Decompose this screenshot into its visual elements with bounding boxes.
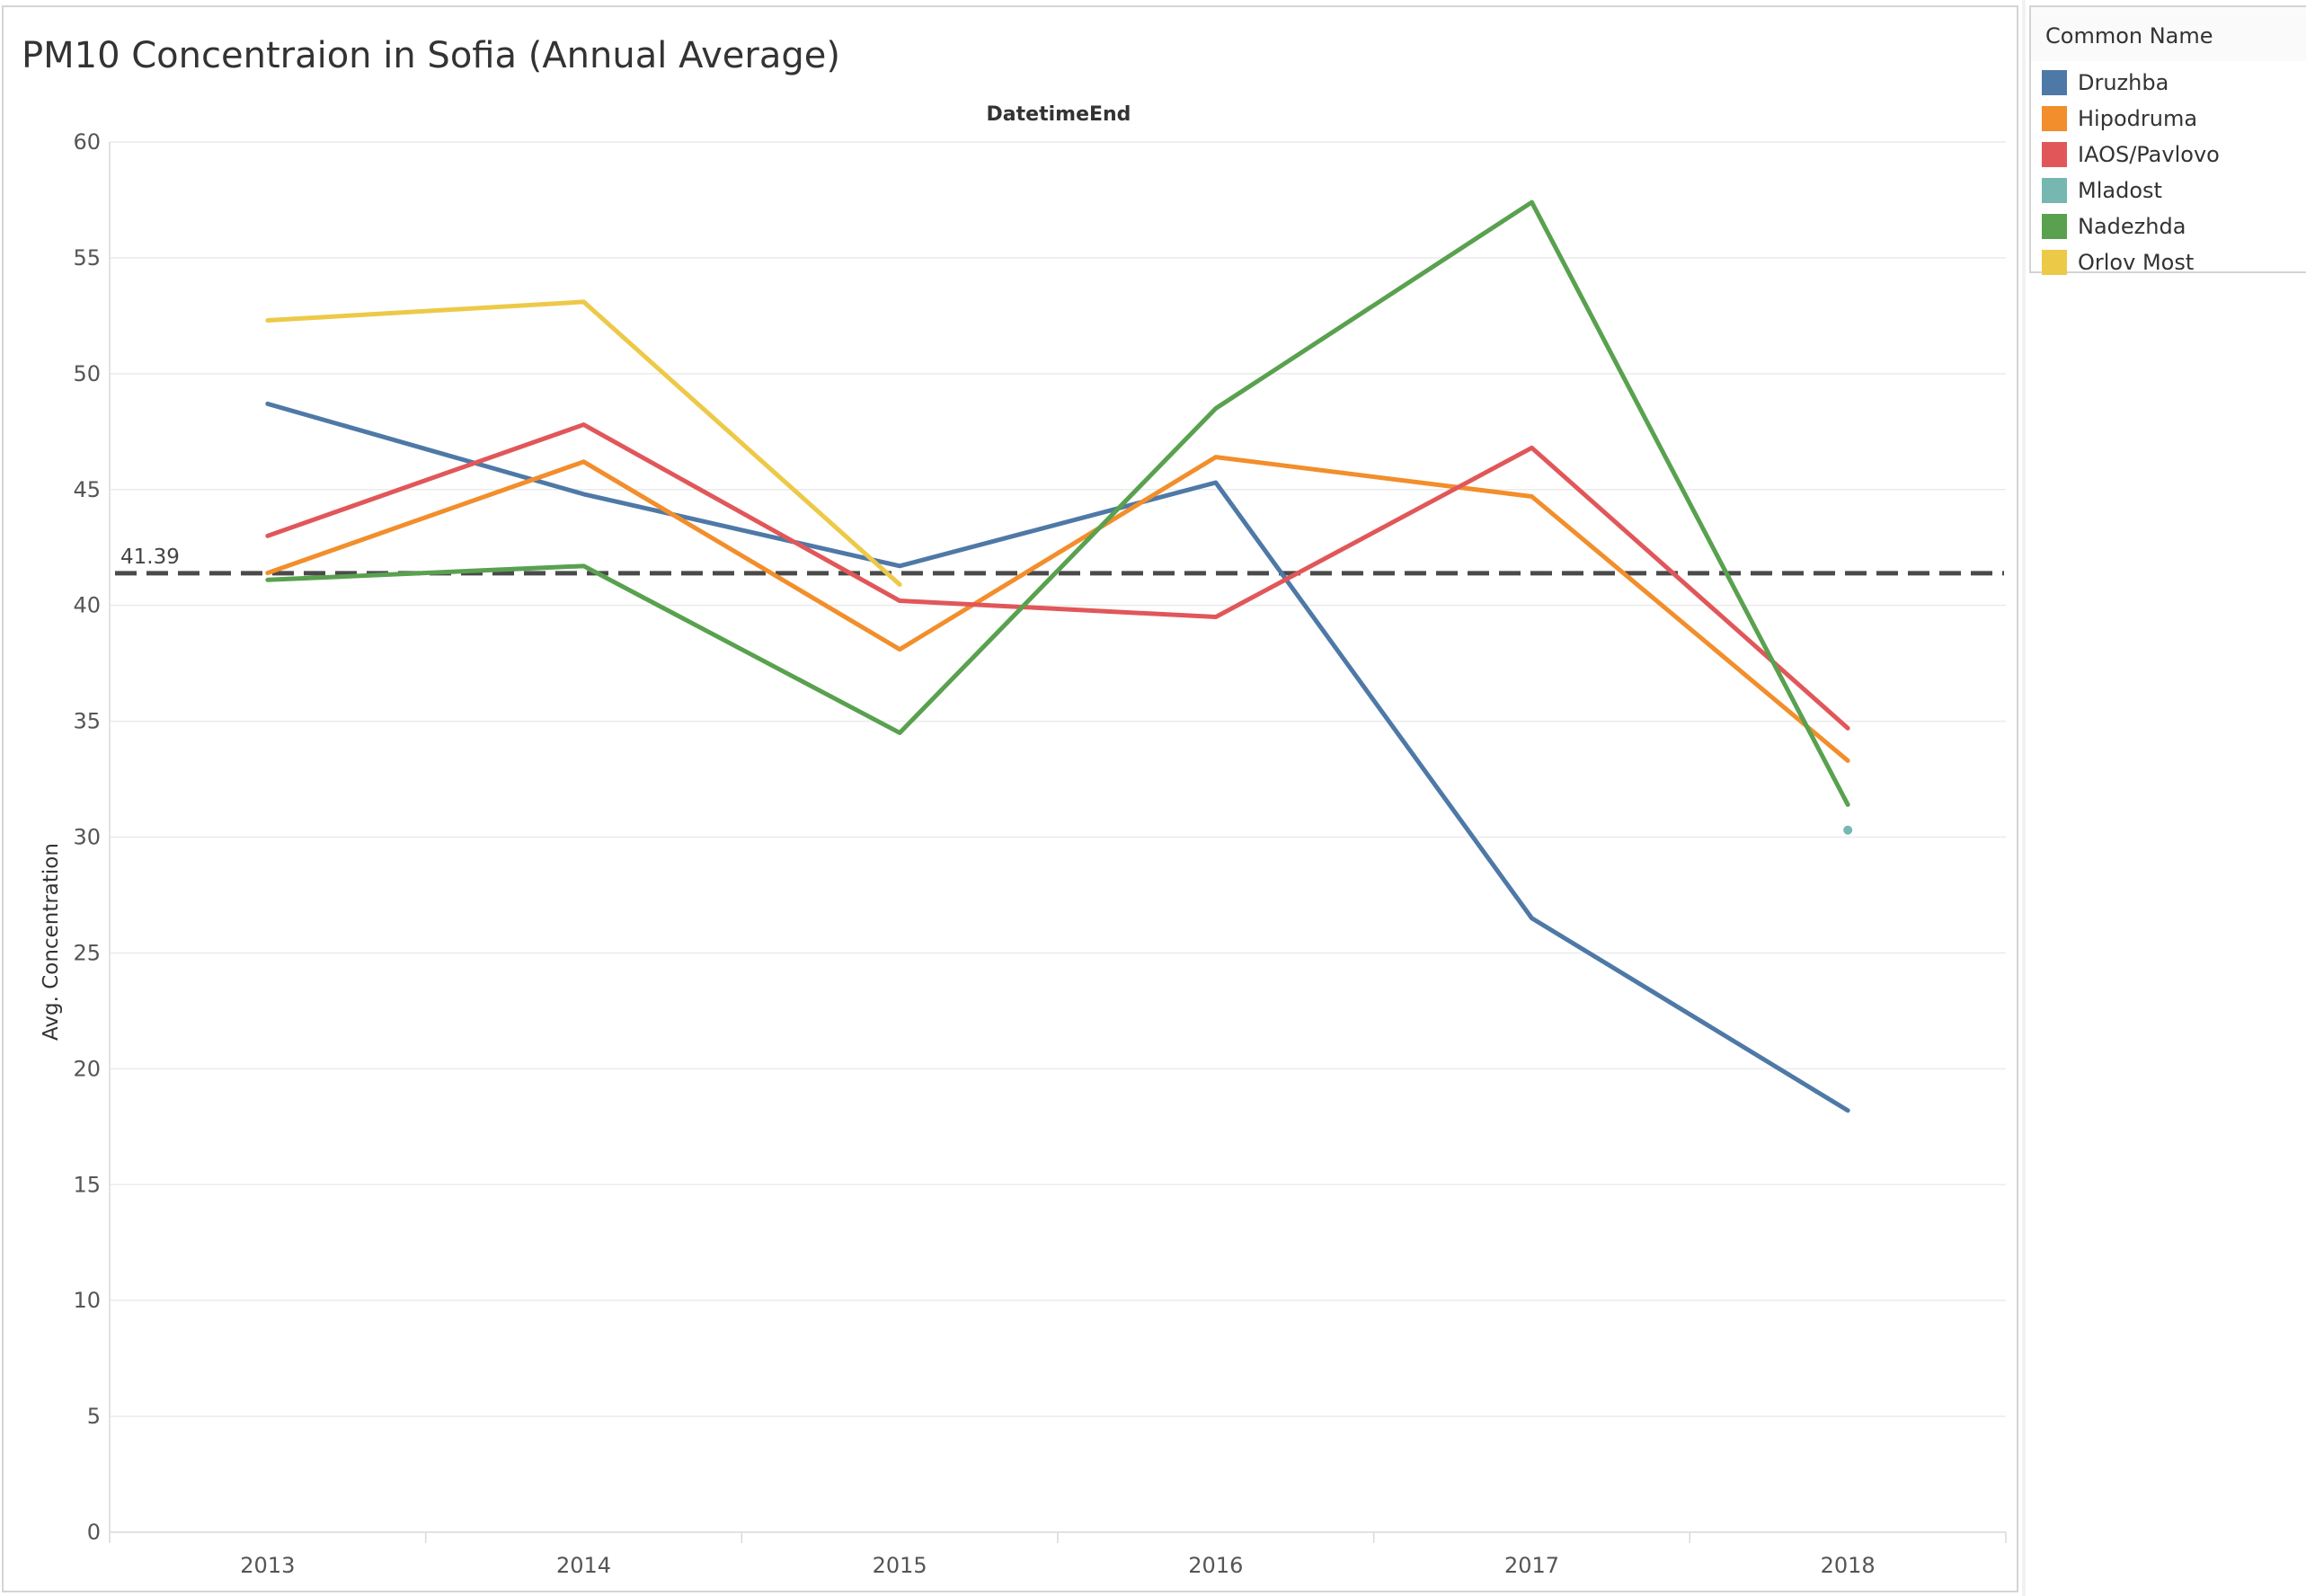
line-chart: PM10 Concentraion in Sofia (Annual Avera… [22, 35, 2007, 1578]
y-axis-label: Avg. Concentration [40, 843, 63, 1041]
x-tick-label-2017: 2017 [1504, 1553, 1559, 1578]
series-line-orlov-most [265, 299, 902, 587]
legend-item-nadezhda[interactable]: Nadezhda [2042, 210, 2186, 243]
y-tick-label-30: 30 [73, 825, 101, 850]
x-tick-label-2018: 2018 [1821, 1553, 1876, 1578]
y-tick-label-5: 5 [87, 1404, 101, 1429]
series-line-iaos-pavlovo [265, 422, 1850, 731]
x-tick-label-2014: 2014 [556, 1553, 611, 1578]
y-tick-label-35: 35 [73, 709, 101, 734]
panel-divider [2022, 0, 2026, 1596]
x-tick-label-2015: 2015 [873, 1553, 927, 1578]
series-point-mladost [1843, 825, 1853, 835]
x-tick-label-2013: 2013 [240, 1553, 295, 1578]
series-line-nadezhda [265, 200, 1850, 807]
legend-label: Orlov Most [2078, 250, 2195, 275]
legend-header [2031, 7, 2306, 61]
reference-line-label: 41.39 [120, 545, 180, 569]
legend: Common Name Druzhba Hipodruma IAOS/Pavlovo… [2029, 5, 2306, 275]
legend-swatch [2042, 214, 2067, 239]
y-tick-label-45: 45 [73, 477, 101, 502]
axes: 0 5 10 15 20 25 30 35 40 45 50 55 60 2013 2014 2015 2016… [73, 129, 2007, 1578]
legend-swatch [2042, 70, 2067, 95]
x-tick-label-2016: 2016 [1188, 1553, 1243, 1578]
legend-swatch [2042, 178, 2067, 203]
chart-title: PM10 Concentraion in Sofia (Annual Avera… [22, 35, 840, 76]
y-tick-label-0: 0 [87, 1520, 101, 1545]
legend-item-mladost[interactable]: Mladost [2042, 174, 2162, 207]
y-tick-label-10: 10 [73, 1288, 101, 1313]
legend-label: Nadezhda [2078, 214, 2186, 239]
legend-label: IAOS/Pavlovo [2078, 142, 2220, 167]
series-line-druzhba [265, 401, 1850, 1113]
legend-label: Druzhba [2078, 70, 2169, 95]
legend-swatch [2042, 106, 2067, 131]
y-tick-label-20: 20 [73, 1056, 101, 1081]
legend-item-hipodruma[interactable]: Hipodruma [2042, 102, 2197, 135]
series-line-hipodruma [265, 455, 1850, 763]
y-tick-label-15: 15 [73, 1172, 101, 1197]
legend-item-druzhba[interactable]: Druzhba [2042, 66, 2169, 99]
legend-item-orlov-most[interactable]: Orlov Most [2042, 246, 2194, 279]
y-tick-label-60: 60 [73, 129, 101, 155]
y-tick-label-25: 25 [73, 940, 101, 965]
series-group [265, 200, 1853, 1113]
legend-title: Common Name [2045, 23, 2213, 49]
legend-label: Hipodruma [2078, 106, 2198, 131]
column-header: DatetimeEnd [987, 103, 1131, 126]
chart-panel: PM10 Concentraion in Sofia (Annual Avera… [2, 5, 2018, 1592]
y-tick-label-50: 50 [73, 361, 101, 386]
legend-swatch [2042, 250, 2067, 275]
legend-label: Mladost [2078, 178, 2162, 203]
gridlines [110, 141, 2006, 1417]
legend-swatch [2042, 142, 2067, 167]
legend-item-iaos-pavlovo[interactable]: IAOS/Pavlovo [2042, 138, 2220, 171]
y-tick-label-40: 40 [73, 593, 101, 618]
y-tick-label-55: 55 [73, 245, 101, 270]
